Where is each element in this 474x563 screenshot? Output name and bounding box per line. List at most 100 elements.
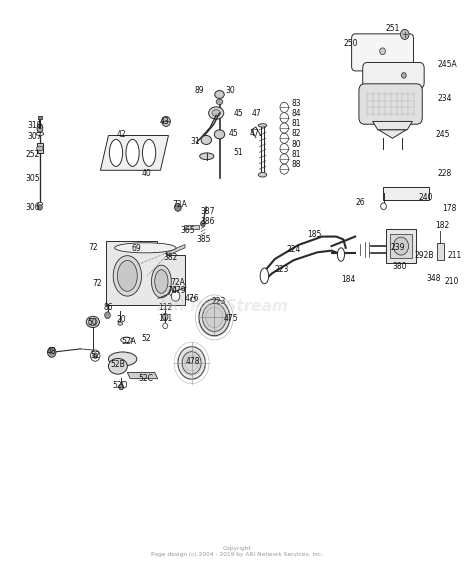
Ellipse shape bbox=[171, 291, 180, 301]
Text: 223: 223 bbox=[212, 297, 226, 306]
Text: 47: 47 bbox=[250, 129, 260, 138]
Text: ARI PartStream: ARI PartStream bbox=[157, 300, 289, 314]
Text: 380: 380 bbox=[393, 262, 407, 271]
Bar bbox=[390, 234, 412, 258]
Ellipse shape bbox=[115, 243, 176, 253]
Polygon shape bbox=[379, 130, 406, 138]
Ellipse shape bbox=[121, 337, 132, 343]
Circle shape bbox=[105, 312, 110, 319]
Circle shape bbox=[162, 117, 170, 127]
Bar bbox=[386, 229, 416, 263]
Text: 31: 31 bbox=[191, 137, 200, 146]
Text: 475: 475 bbox=[224, 314, 238, 323]
Ellipse shape bbox=[201, 136, 211, 145]
Ellipse shape bbox=[258, 172, 267, 177]
Text: 42: 42 bbox=[117, 131, 126, 140]
Text: 72A: 72A bbox=[172, 200, 187, 209]
Ellipse shape bbox=[178, 347, 205, 379]
Text: 52: 52 bbox=[91, 351, 100, 360]
Text: 88: 88 bbox=[292, 160, 301, 169]
Text: 20: 20 bbox=[117, 315, 126, 324]
Circle shape bbox=[380, 48, 385, 55]
Text: 307: 307 bbox=[27, 132, 42, 141]
Text: 52A: 52A bbox=[121, 337, 136, 346]
Text: 84: 84 bbox=[291, 109, 301, 118]
Ellipse shape bbox=[109, 140, 123, 167]
Circle shape bbox=[93, 353, 98, 359]
Text: 386: 386 bbox=[200, 217, 214, 226]
Text: Copyright
Page design (c) 2004 - 2019 by ARI Network Services, Inc.: Copyright Page design (c) 2004 - 2019 by… bbox=[151, 546, 323, 557]
Text: 245A: 245A bbox=[438, 60, 457, 69]
Text: 45: 45 bbox=[234, 109, 244, 118]
Text: 82: 82 bbox=[292, 129, 301, 138]
Ellipse shape bbox=[152, 265, 171, 298]
Bar bbox=[383, 187, 429, 199]
Text: 365: 365 bbox=[181, 226, 195, 235]
Text: 251: 251 bbox=[386, 24, 400, 33]
Ellipse shape bbox=[37, 124, 43, 133]
Circle shape bbox=[280, 113, 289, 123]
Text: 45: 45 bbox=[229, 129, 238, 138]
Ellipse shape bbox=[109, 352, 137, 366]
Ellipse shape bbox=[118, 322, 123, 325]
Ellipse shape bbox=[36, 146, 43, 151]
Circle shape bbox=[37, 204, 42, 210]
Text: 306: 306 bbox=[25, 203, 40, 212]
Circle shape bbox=[280, 144, 289, 154]
Bar bbox=[437, 243, 444, 260]
Text: 224: 224 bbox=[286, 245, 301, 254]
Ellipse shape bbox=[155, 270, 168, 293]
Text: 48: 48 bbox=[47, 347, 56, 356]
Ellipse shape bbox=[86, 316, 100, 328]
Text: 476: 476 bbox=[185, 294, 200, 303]
Text: 182: 182 bbox=[436, 221, 450, 230]
Ellipse shape bbox=[260, 268, 269, 284]
Circle shape bbox=[280, 164, 289, 174]
Text: 50: 50 bbox=[87, 318, 97, 327]
FancyBboxPatch shape bbox=[363, 62, 424, 88]
Polygon shape bbox=[373, 122, 412, 130]
Text: 72A: 72A bbox=[171, 278, 185, 287]
Polygon shape bbox=[163, 244, 185, 257]
Text: 223: 223 bbox=[274, 265, 289, 274]
Text: 52: 52 bbox=[141, 334, 151, 343]
Text: 43: 43 bbox=[159, 117, 169, 126]
Ellipse shape bbox=[214, 130, 225, 139]
Text: 178: 178 bbox=[443, 204, 457, 213]
Text: 382: 382 bbox=[164, 253, 178, 262]
Text: 51: 51 bbox=[234, 148, 243, 157]
Text: 69: 69 bbox=[131, 244, 141, 253]
Text: 111: 111 bbox=[158, 314, 172, 323]
Text: 89: 89 bbox=[194, 86, 204, 95]
Text: 348: 348 bbox=[427, 274, 441, 283]
Circle shape bbox=[162, 314, 168, 320]
Text: 245: 245 bbox=[435, 131, 450, 140]
Polygon shape bbox=[184, 225, 199, 229]
Ellipse shape bbox=[337, 248, 345, 261]
Polygon shape bbox=[128, 373, 157, 379]
Text: 30: 30 bbox=[226, 86, 235, 95]
Text: 239: 239 bbox=[391, 243, 405, 252]
Ellipse shape bbox=[37, 202, 43, 205]
Circle shape bbox=[163, 323, 167, 329]
Text: 81: 81 bbox=[292, 119, 301, 128]
Text: 72: 72 bbox=[93, 279, 102, 288]
Text: 185: 185 bbox=[307, 230, 321, 239]
Ellipse shape bbox=[212, 110, 220, 117]
Ellipse shape bbox=[258, 124, 267, 127]
Circle shape bbox=[280, 123, 289, 133]
Text: 184: 184 bbox=[341, 275, 355, 284]
Text: 479: 479 bbox=[172, 286, 187, 295]
FancyBboxPatch shape bbox=[352, 34, 413, 71]
Ellipse shape bbox=[209, 107, 224, 119]
Text: 234: 234 bbox=[438, 95, 452, 104]
Text: 80: 80 bbox=[291, 140, 301, 149]
Text: 40: 40 bbox=[141, 169, 151, 178]
Ellipse shape bbox=[126, 140, 139, 167]
Text: 83: 83 bbox=[291, 99, 301, 108]
Ellipse shape bbox=[109, 359, 128, 374]
Text: 228: 228 bbox=[438, 168, 452, 177]
Ellipse shape bbox=[113, 256, 142, 296]
Circle shape bbox=[201, 221, 205, 226]
Ellipse shape bbox=[199, 299, 230, 336]
